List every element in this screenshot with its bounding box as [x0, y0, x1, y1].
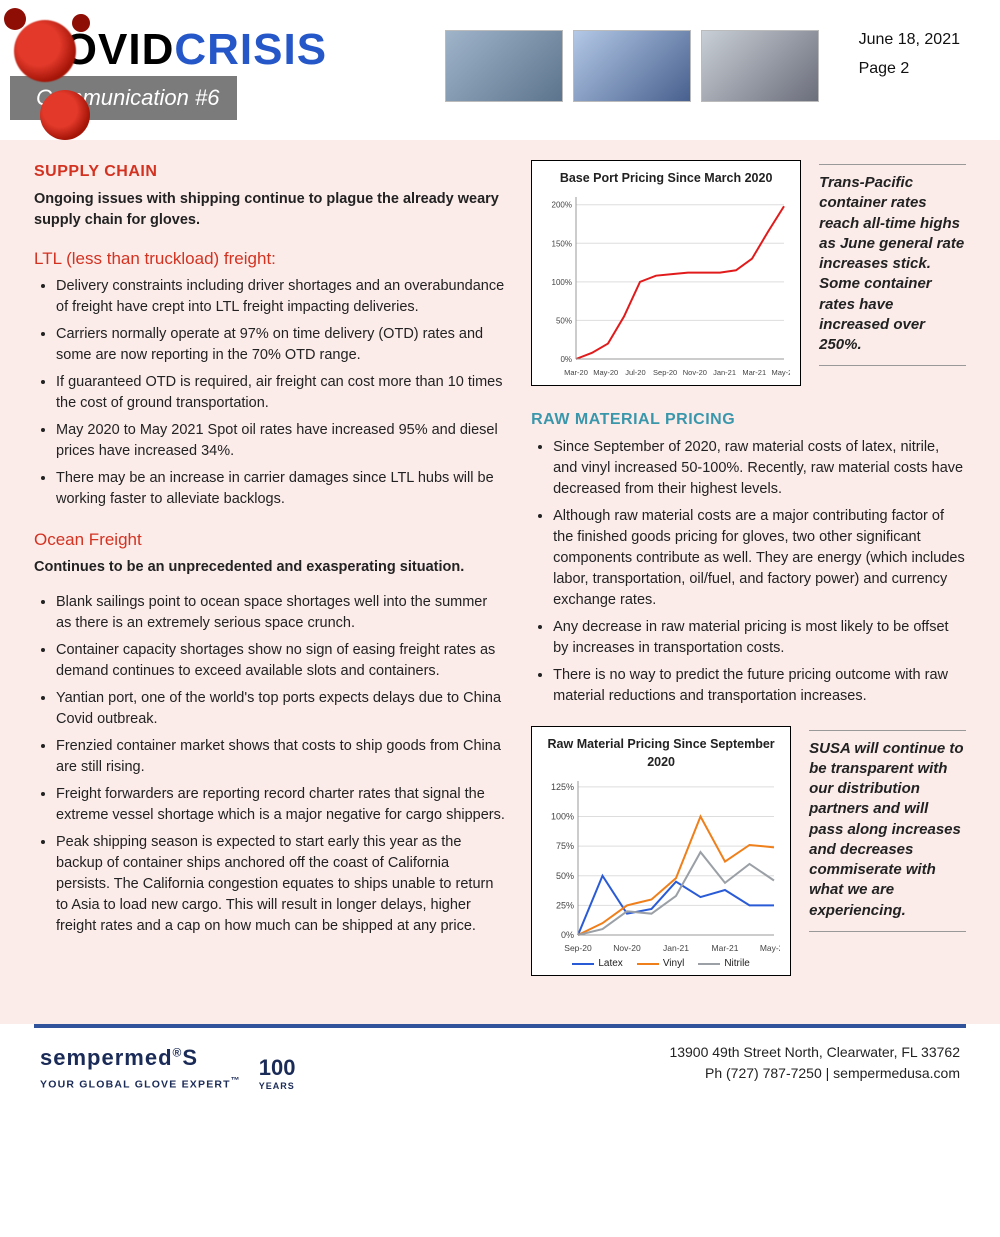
caption-text: SUSA will continue to be transparent wit…: [809, 739, 966, 921]
supply-chain-heading: SUPPLY CHAIN: [34, 160, 505, 183]
header-thumb-3: [701, 30, 819, 102]
list-item: Since September of 2020, raw material co…: [553, 437, 966, 500]
virus-icon: [14, 20, 76, 82]
list-item: If guaranteed OTD is required, air freig…: [56, 372, 505, 414]
ltl-heading: LTL (less than truckload) freight:: [34, 247, 505, 272]
svg-text:Mar-21: Mar-21: [743, 368, 767, 377]
raw-material-heading: RAW MATERIAL PRICING: [531, 408, 966, 431]
legend-nitrile: Nitrile: [698, 957, 750, 972]
title-crisis: CRISIS: [174, 25, 327, 74]
list-item: Carriers normally operate at 97% on time…: [56, 324, 505, 366]
base-port-caption: Trans-Pacific container rates reach all-…: [819, 160, 966, 374]
sempermed-logo: sempermed®S YOUR GLOBAL GLOVE EXPERT™: [40, 1042, 241, 1093]
raw-material-chart: Raw Material Pricing Since September 202…: [531, 726, 791, 977]
base-port-chart: Base Port Pricing Since March 2020 0% 50%…: [531, 160, 801, 386]
base-port-block: Base Port Pricing Since March 2020 0% 50%…: [531, 160, 966, 386]
supply-chain-intro: Ongoing issues with shipping continue to…: [34, 189, 505, 231]
footer-address: 13900 49th Street North, Clearwater, FL …: [669, 1042, 960, 1062]
svg-text:Jan-21: Jan-21: [663, 943, 689, 953]
svg-text:Sep-20: Sep-20: [564, 943, 592, 953]
svg-text:Nov-20: Nov-20: [613, 943, 641, 953]
svg-text:May-20: May-20: [593, 368, 618, 377]
svg-text:200%: 200%: [552, 201, 572, 210]
svg-text:0%: 0%: [561, 930, 574, 940]
document-date: June 18, 2021: [859, 28, 960, 51]
svg-text:Mar-20: Mar-20: [564, 368, 588, 377]
header-image-row: [445, 30, 819, 102]
caption-text: Trans-Pacific container rates reach all-…: [819, 173, 966, 355]
list-item: Although raw material costs are a major …: [553, 506, 966, 611]
ocean-bullets: Blank sailings point to ocean space shor…: [34, 592, 505, 937]
svg-text:Nov-20: Nov-20: [683, 368, 707, 377]
logo-years: YEARS: [259, 1080, 296, 1093]
raw-material-bullets: Since September of 2020, raw material co…: [531, 437, 966, 707]
legend-latex: Latex: [572, 957, 622, 972]
chart-legend: Latex Vinyl Nitrile: [542, 957, 780, 972]
logo-text: sempermed: [40, 1045, 173, 1070]
svg-text:May-21: May-21: [760, 943, 780, 953]
svg-text:100%: 100%: [551, 811, 574, 821]
logo-tagline: YOUR GLOBAL GLOVE EXPERT: [40, 1079, 231, 1091]
list-item: Container capacity shortages show no sig…: [56, 640, 505, 682]
footer: sempermed®S YOUR GLOBAL GLOVE EXPERT™ 10…: [0, 1028, 1000, 1115]
svg-text:Jan-21: Jan-21: [713, 368, 736, 377]
list-item: Delivery constraints including driver sh…: [56, 276, 505, 318]
list-item: May 2020 to May 2021 Spot oil rates have…: [56, 420, 505, 462]
hundred-years-logo: 100 YEARS: [259, 1052, 296, 1093]
raw-material-chart-svg: 0% 25% 50% 75% 100% 125% Sep-20 Nov-20 Jan-21 Mar…: [542, 775, 780, 955]
raw-material-block: Raw Material Pricing Since September 202…: [531, 726, 966, 977]
footer-contact: 13900 49th Street North, Clearwater, FL …: [669, 1042, 960, 1083]
logo-s: S: [182, 1045, 198, 1070]
base-port-chart-svg: 0% 50% 100% 150% 200% Mar-20 May-20 Jul-20 Sep-2…: [542, 191, 790, 381]
document-page: Page 2: [859, 57, 960, 80]
body: SUPPLY CHAIN Ongoing issues with shippin…: [0, 140, 1000, 1024]
legend-vinyl: Vinyl: [637, 957, 685, 972]
header-thumb-2: [573, 30, 691, 102]
svg-text:50%: 50%: [556, 871, 574, 881]
list-item: Peak shipping season is expected to star…: [56, 832, 505, 937]
svg-text:May-21: May-21: [772, 368, 791, 377]
svg-text:25%: 25%: [556, 900, 574, 910]
raw-material-caption: SUSA will continue to be transparent wit…: [809, 726, 966, 940]
header: COVIDCRISIS Communication #6 June 18, 20…: [0, 0, 1000, 140]
ltl-bullets: Delivery constraints including driver sh…: [34, 276, 505, 510]
list-item: Blank sailings point to ocean space shor…: [56, 592, 505, 634]
logo-tm: ™: [231, 1075, 241, 1085]
svg-text:0%: 0%: [561, 355, 573, 364]
virus-dot-icon: [4, 8, 26, 30]
list-item: Yantian port, one of the world's top por…: [56, 688, 505, 730]
svg-text:75%: 75%: [556, 841, 574, 851]
svg-text:100%: 100%: [552, 278, 572, 287]
chart-title: Base Port Pricing Since March 2020: [542, 169, 790, 187]
list-item: There may be an increase in carrier dama…: [56, 468, 505, 510]
chart-title: Raw Material Pricing Since September 202…: [542, 735, 780, 771]
header-thumb-1: [445, 30, 563, 102]
list-item: There is no way to predict the future pr…: [553, 665, 966, 707]
svg-text:Jul-20: Jul-20: [625, 368, 645, 377]
footer-logos: sempermed®S YOUR GLOBAL GLOVE EXPERT™ 10…: [40, 1042, 295, 1093]
ocean-heading: Ocean Freight: [34, 528, 505, 553]
list-item: Freight forwarders are reporting record …: [56, 784, 505, 826]
left-column: SUPPLY CHAIN Ongoing issues with shippin…: [34, 160, 505, 998]
list-item: Any decrease in raw material pricing is …: [553, 617, 966, 659]
right-column: Base Port Pricing Since March 2020 0% 50%…: [531, 160, 966, 998]
logo-100: 100: [259, 1055, 296, 1080]
svg-text:50%: 50%: [556, 317, 572, 326]
logo-reg: ®: [173, 1046, 183, 1060]
svg-text:Sep-20: Sep-20: [653, 368, 677, 377]
svg-text:125%: 125%: [551, 782, 574, 792]
virus-icon: [40, 90, 90, 140]
svg-text:Mar-21: Mar-21: [712, 943, 739, 953]
svg-text:150%: 150%: [552, 239, 572, 248]
header-meta: June 18, 2021 Page 2: [859, 28, 960, 86]
ocean-intro: Continues to be an unprecedented and exa…: [34, 557, 505, 578]
list-item: Frenzied container market shows that cos…: [56, 736, 505, 778]
footer-phone-url: Ph (727) 787-7250 | sempermedusa.com: [669, 1063, 960, 1083]
